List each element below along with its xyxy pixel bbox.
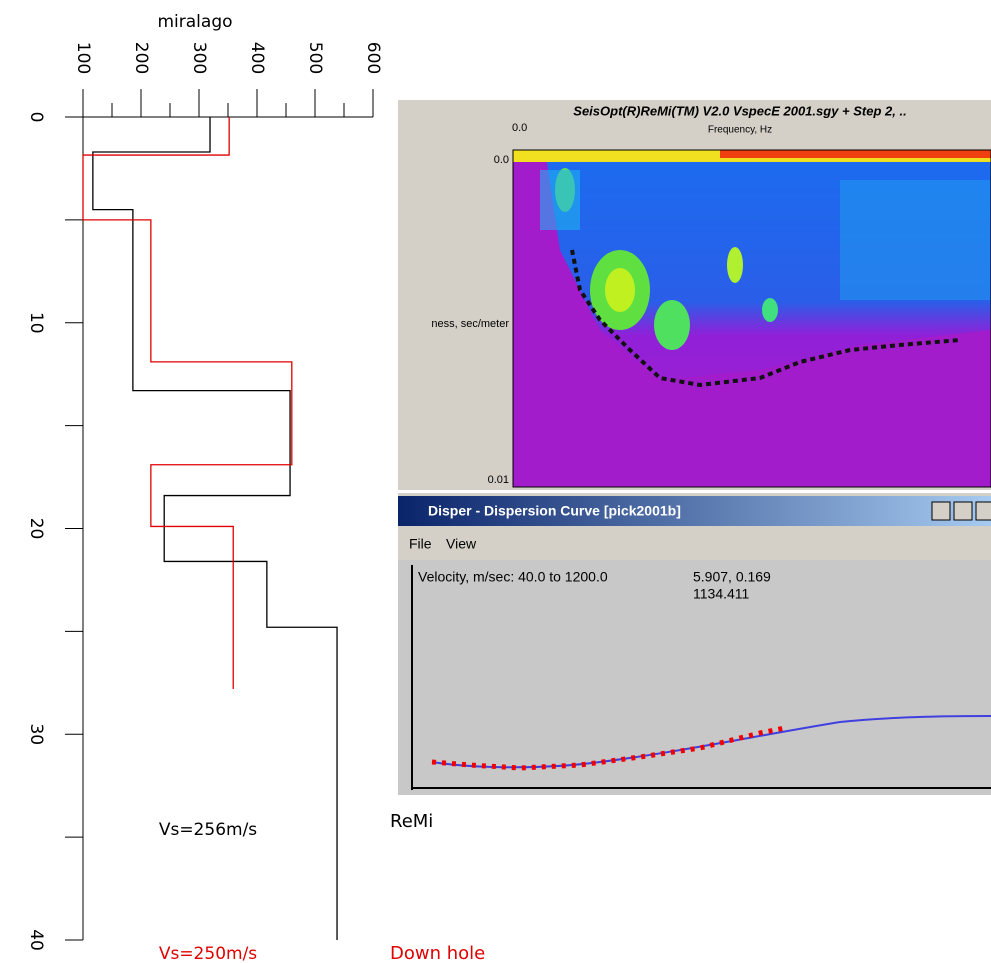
annotation: Vs=250m/s — [159, 944, 257, 963]
axis-label: 0.0 — [512, 122, 527, 134]
x-tick-label: 600 — [363, 42, 383, 74]
y-tick-label: 20 — [26, 518, 46, 540]
legend-label: Down hole — [390, 943, 485, 963]
y-tick-label: 0 — [26, 112, 46, 123]
profile-line — [92, 117, 338, 940]
x-tick-label: 300 — [189, 42, 209, 74]
menu-item[interactable]: File — [409, 536, 432, 552]
x-tick-label: 500 — [305, 42, 325, 74]
chart-title: miralago — [157, 12, 232, 32]
range-label: Velocity, m/sec: 40.0 to 1200.0 — [418, 569, 608, 585]
axis-label: 0.0 — [494, 154, 509, 166]
legend-label: ReMi — [390, 811, 433, 832]
cursor-label: 1134.411 — [693, 586, 750, 602]
axis-label: Frequency, Hz — [708, 125, 772, 136]
x-tick-label: 200 — [131, 42, 151, 74]
x-tick-label: 400 — [247, 42, 267, 74]
window-title: Disper - Dispersion Curve [pick2001b] — [428, 503, 681, 519]
y-tick-label: 30 — [26, 723, 46, 745]
profile-line — [82, 117, 293, 689]
spectrum-window: SeisOpt(R)ReMi(TM) V2.0 VspecE 2001.sgy … — [398, 100, 991, 490]
dispersion-window: Disper - Dispersion Curve [pick2001b] Fi… — [398, 493, 991, 795]
y-tick-label: 40 — [26, 929, 46, 951]
axis-label: ness, sec/meter — [431, 318, 509, 330]
window-title: SeisOpt(R)ReMi(TM) V2.0 VspecE 2001.sgy … — [573, 103, 906, 118]
menu-item[interactable]: View — [446, 536, 477, 552]
axis-label: 0.01 — [488, 474, 509, 486]
y-tick-label: 10 — [26, 312, 46, 334]
x-tick-label: 100 — [73, 42, 93, 74]
cursor-label: 5.907, 0.169 — [693, 569, 771, 585]
annotation: Vs=256m/s — [159, 820, 257, 840]
